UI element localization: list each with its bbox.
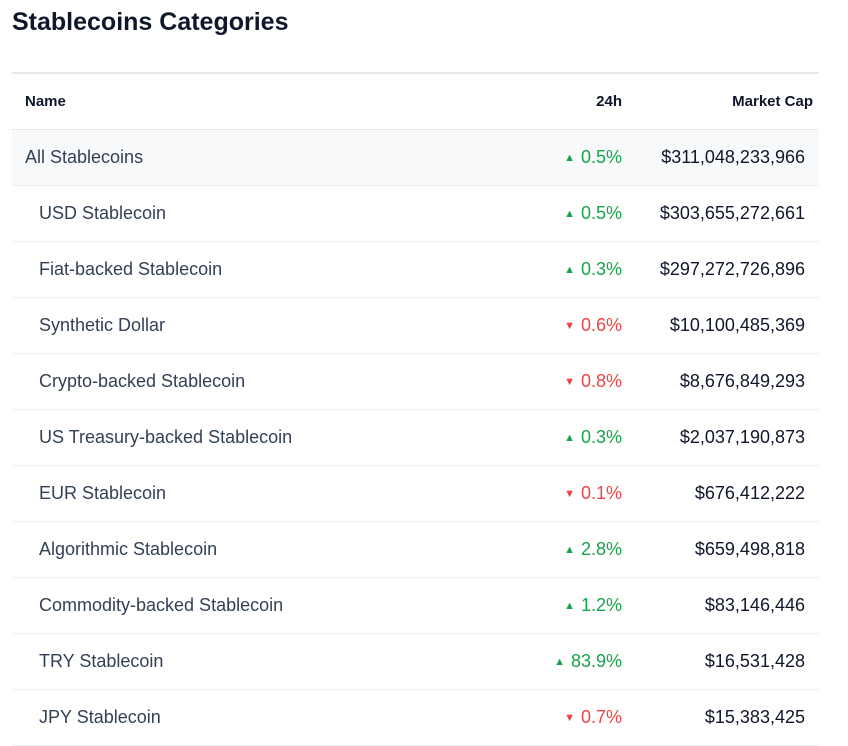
change-24h: ▲ 2.8% — [501, 521, 622, 578]
categories-table: Name 24h Market Cap All Stablecoins ▲ 0.5%… — [12, 72, 819, 746]
change-value: 2.8% — [580, 539, 622, 559]
change-value: 0.3% — [580, 427, 622, 447]
market-cap-value: $8,676,849,293 — [622, 353, 819, 410]
change-value: 0.6% — [580, 315, 622, 335]
table-row[interactable]: Crypto-backed Stablecoin ▼ 0.8% $8,676,849,… — [12, 353, 819, 410]
table-row[interactable]: Fiat-backed Stablecoin ▲ 0.3% $297,272,726,… — [12, 241, 819, 298]
table-header: Name 24h Market Cap — [12, 73, 819, 130]
category-name-link[interactable]: JPY Stablecoin — [12, 689, 501, 746]
table-row[interactable]: Commodity-backed Stablecoin ▲ 1.2% $83,146,… — [12, 577, 819, 634]
change-value: 0.8% — [580, 371, 622, 391]
change-24h: ▼ 0.8% — [501, 353, 622, 410]
category-name-link[interactable]: Algorithmic Stablecoin — [12, 521, 501, 578]
caret-down-icon: ▼ — [564, 376, 575, 388]
caret-up-icon: ▲ — [554, 656, 565, 668]
market-cap-value: $83,146,446 — [622, 577, 819, 634]
change-24h: ▼ 0.7% — [501, 689, 622, 746]
table-row[interactable]: US Treasury-backed Stablecoin ▲ 0.3% $2,037… — [12, 409, 819, 466]
table-row[interactable]: TRY Stablecoin ▲ 83.9% $16,531,428 — [12, 633, 819, 690]
market-cap-value: $2,037,190,873 — [622, 409, 819, 466]
change-value: 0.3% — [580, 259, 622, 279]
caret-down-icon: ▼ — [564, 320, 575, 332]
caret-up-icon: ▲ — [564, 544, 575, 556]
page-title: Stablecoins Categories — [12, 8, 289, 36]
change-24h: ▲ 0.5% — [501, 185, 622, 242]
category-name-link[interactable]: Synthetic Dollar — [12, 297, 501, 354]
header-24h[interactable]: 24h — [501, 73, 622, 130]
market-cap-value: $303,655,272,661 — [622, 185, 819, 242]
table-row[interactable]: JPY Stablecoin ▼ 0.7% $15,383,425 — [12, 689, 819, 746]
caret-up-icon: ▲ — [564, 208, 575, 220]
change-value: 0.5% — [580, 203, 622, 223]
category-name-link[interactable]: Commodity-backed Stablecoin — [12, 577, 501, 634]
market-cap-value: $311,048,233,966 — [622, 129, 819, 186]
category-name-link[interactable]: TRY Stablecoin — [12, 633, 501, 690]
change-value: 83.9% — [570, 651, 622, 671]
table-row[interactable]: All Stablecoins ▲ 0.5% $311,048,233,966 — [12, 129, 819, 186]
change-value: 0.7% — [580, 707, 622, 727]
change-24h: ▲ 0.3% — [501, 409, 622, 466]
category-name-link[interactable]: Crypto-backed Stablecoin — [12, 353, 501, 410]
change-24h: ▲ 0.5% — [501, 129, 622, 186]
caret-up-icon: ▲ — [564, 432, 575, 444]
category-name-link[interactable]: US Treasury-backed Stablecoin — [12, 409, 501, 466]
market-cap-value: $676,412,222 — [622, 465, 819, 522]
category-name-link[interactable]: EUR Stablecoin — [12, 465, 501, 522]
caret-down-icon: ▼ — [564, 488, 575, 500]
table-row[interactable]: Algorithmic Stablecoin ▲ 2.8% $659,498,818 — [12, 521, 819, 578]
market-cap-value: $15,383,425 — [622, 689, 819, 746]
change-value: 0.5% — [580, 147, 622, 167]
change-value: 0.1% — [580, 483, 622, 503]
market-cap-value: $297,272,726,896 — [622, 241, 819, 298]
table-row[interactable]: Synthetic Dollar ▼ 0.6% $10,100,485,369 — [12, 297, 819, 354]
caret-up-icon: ▲ — [564, 152, 575, 164]
market-cap-value: $16,531,428 — [622, 633, 819, 690]
table-row[interactable]: USD Stablecoin ▲ 0.5% $303,655,272,661 — [12, 185, 819, 242]
market-cap-value: $10,100,485,369 — [622, 297, 819, 354]
header-market-cap[interactable]: Market Cap — [622, 73, 819, 130]
table-row[interactable]: EUR Stablecoin ▼ 0.1% $676,412,222 — [12, 465, 819, 522]
caret-down-icon: ▼ — [564, 712, 575, 724]
category-name-link[interactable]: All Stablecoins — [12, 129, 501, 186]
header-name[interactable]: Name — [12, 73, 501, 130]
change-24h: ▼ 0.1% — [501, 465, 622, 522]
caret-up-icon: ▲ — [564, 264, 575, 276]
change-24h: ▼ 0.6% — [501, 297, 622, 354]
caret-up-icon: ▲ — [564, 600, 575, 612]
change-24h: ▲ 1.2% — [501, 577, 622, 634]
market-cap-value: $659,498,818 — [622, 521, 819, 578]
category-name-link[interactable]: USD Stablecoin — [12, 185, 501, 242]
category-name-link[interactable]: Fiat-backed Stablecoin — [12, 241, 501, 298]
change-value: 1.2% — [580, 595, 622, 615]
change-24h: ▲ 0.3% — [501, 241, 622, 298]
change-24h: ▲ 83.9% — [501, 633, 622, 690]
